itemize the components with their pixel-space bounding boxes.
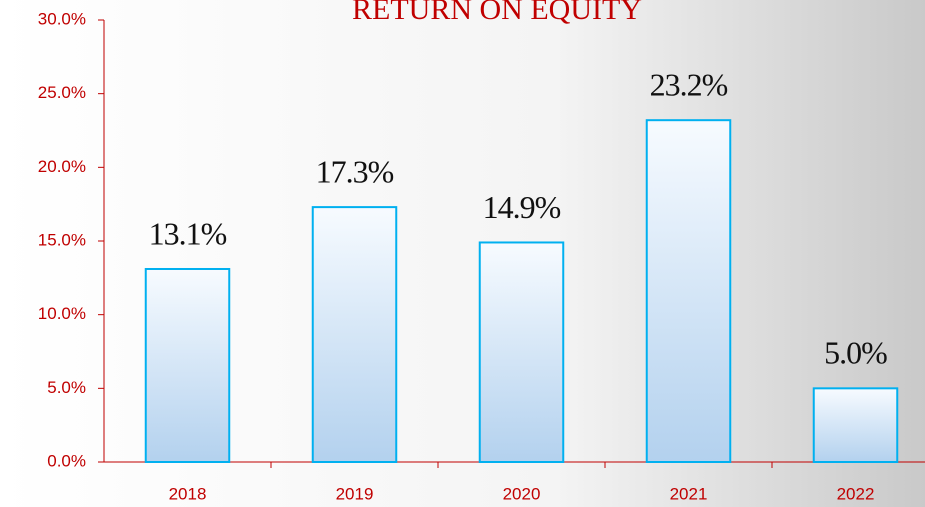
x-tick-label: 2022 <box>837 484 875 503</box>
y-tick-label: 20.0% <box>38 157 86 176</box>
data-label: 13.1% <box>149 215 227 251</box>
data-label: 5.0% <box>824 335 887 371</box>
bar <box>478 241 565 463</box>
bar <box>311 206 398 463</box>
y-tick-label: 15.0% <box>38 230 86 249</box>
y-tick-label: 5.0% <box>47 378 86 397</box>
bar <box>645 119 732 463</box>
x-tick-label: 2018 <box>169 484 207 503</box>
chart-title: RETURN ON EQUITY <box>352 0 642 26</box>
y-tick-label: 0.0% <box>47 451 86 470</box>
y-tick-label: 10.0% <box>38 304 86 323</box>
bar <box>812 387 899 464</box>
data-label: 14.9% <box>483 189 561 225</box>
x-tick-label: 2019 <box>336 484 374 503</box>
x-tick-label: 2021 <box>670 484 708 503</box>
y-tick-label: 25.0% <box>38 83 86 102</box>
data-label: 23.2% <box>650 67 728 103</box>
x-tick-label: 2020 <box>503 484 541 503</box>
bar <box>144 267 231 464</box>
y-tick-label: 30.0% <box>38 9 86 28</box>
data-label: 17.3% <box>316 153 394 189</box>
